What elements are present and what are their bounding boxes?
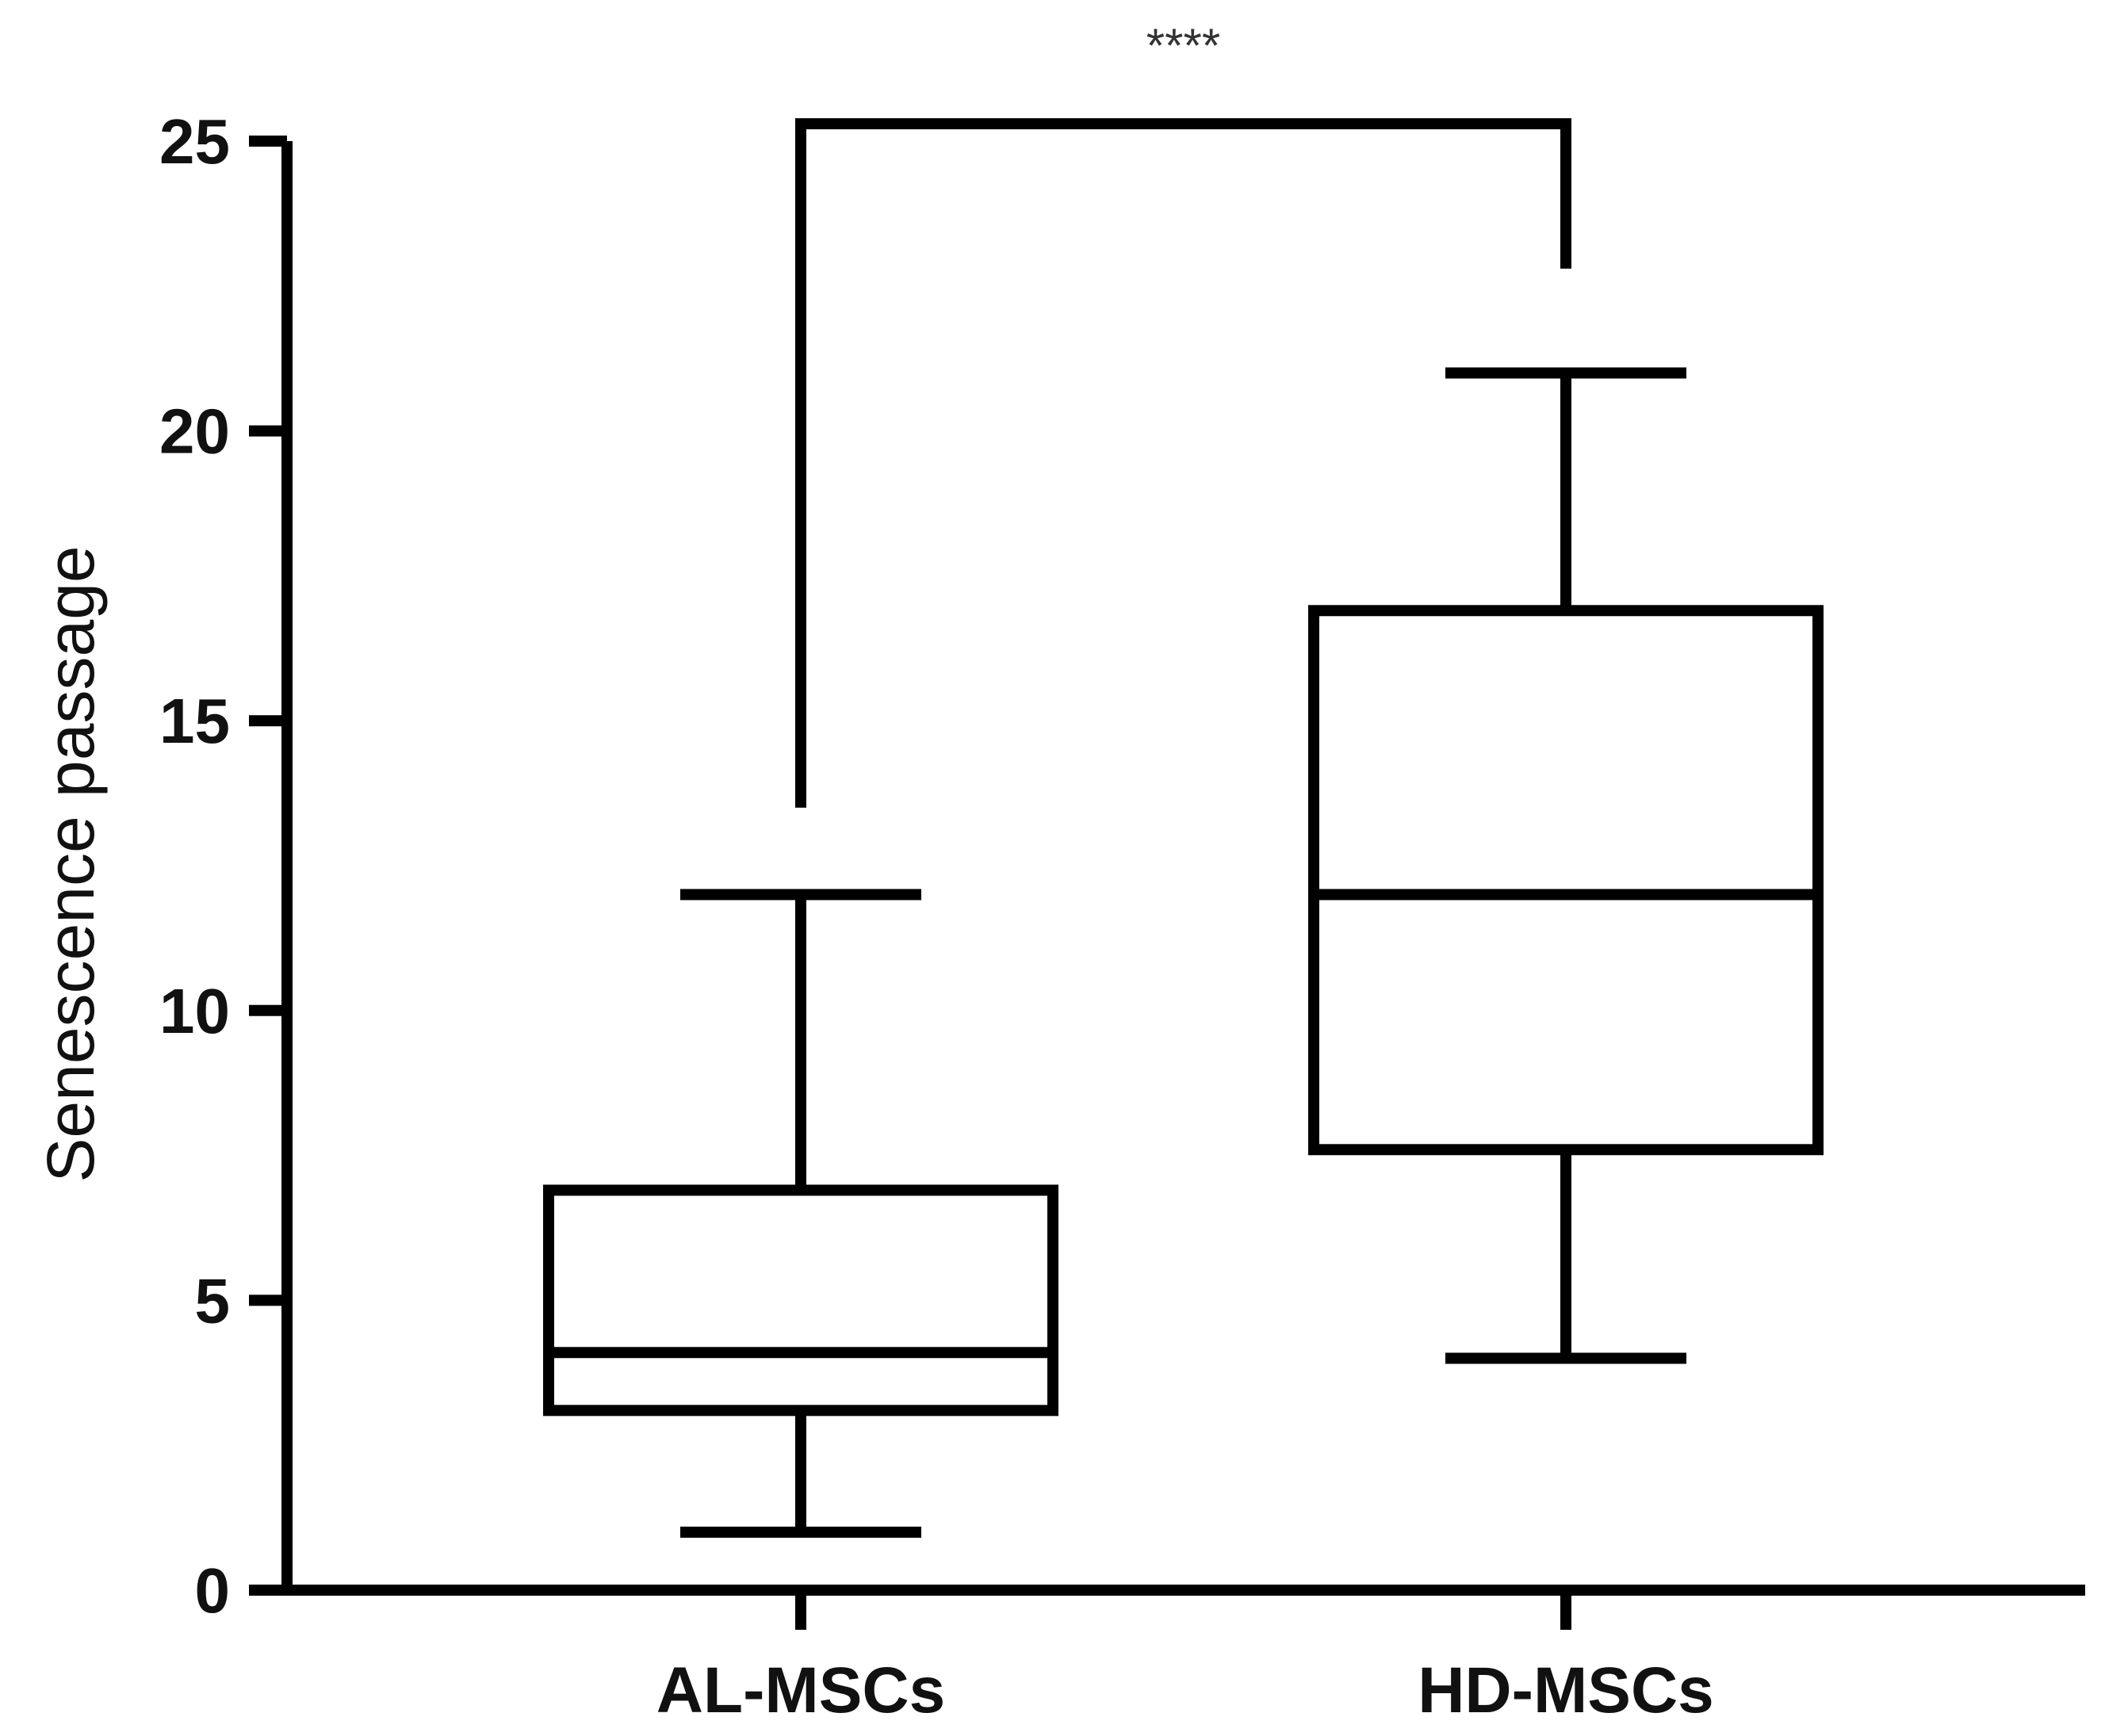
significance-bracket — [795, 118, 1571, 808]
y-tick-label: 15 — [159, 686, 230, 756]
significance-label: **** — [1146, 19, 1220, 72]
x-tick-label: HD-MSCs — [1418, 1654, 1714, 1726]
al-mscs-box — [543, 1184, 1058, 1417]
y-tick-label: 10 — [159, 976, 230, 1046]
y-tick-label: 25 — [159, 106, 230, 177]
x-tick-label: AL-MSCs — [656, 1654, 945, 1726]
plot-area: 0 5 10 15 20 25 AL-MSCs HD-MSCs **** — [159, 19, 2085, 1726]
y-tick-label: 20 — [159, 396, 230, 467]
hd-mscs-box — [1308, 605, 1824, 1156]
y-tick-label: 0 — [195, 1555, 231, 1626]
y-axis-title: Senescence passage — [33, 545, 108, 1182]
y-tick-label: 5 — [195, 1265, 231, 1336]
